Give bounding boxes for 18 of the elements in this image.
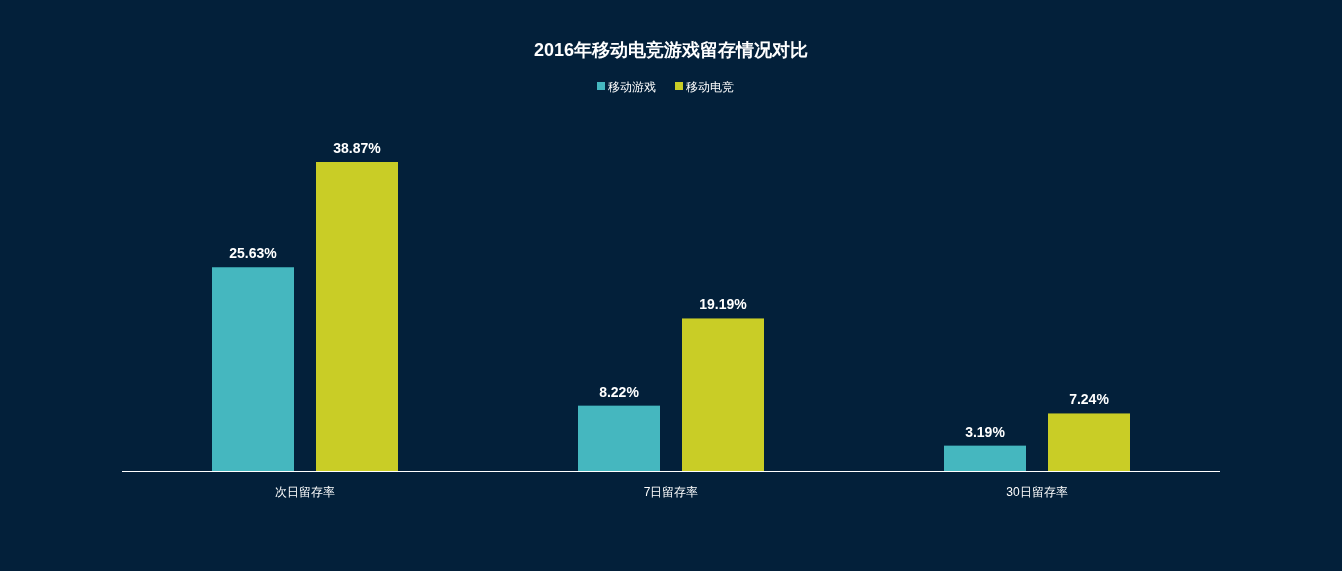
- data-label: 7.24%: [1069, 391, 1110, 408]
- x-tick-label: 7日留存率: [643, 485, 699, 499]
- bar: [316, 162, 398, 471]
- bar: [682, 318, 764, 471]
- x-tick-label: 30日留存率: [1006, 485, 1068, 499]
- legend-label: 移动游戏: [608, 79, 656, 94]
- legend-label: 移动电竞: [686, 79, 734, 94]
- bar: [1048, 413, 1130, 471]
- data-label: 3.19%: [965, 423, 1006, 440]
- bar: [578, 405, 660, 471]
- bar: [212, 267, 294, 471]
- data-label: 8.22%: [599, 383, 640, 400]
- bar: [944, 445, 1026, 471]
- data-label: 19.19%: [699, 296, 748, 313]
- data-label: 38.87%: [333, 140, 382, 156]
- data-label: 25.63%: [229, 245, 278, 262]
- x-tick-label: 次日留存率: [275, 485, 335, 499]
- chart-title: 2016年移动电竞游戏留存情况对比: [533, 40, 809, 60]
